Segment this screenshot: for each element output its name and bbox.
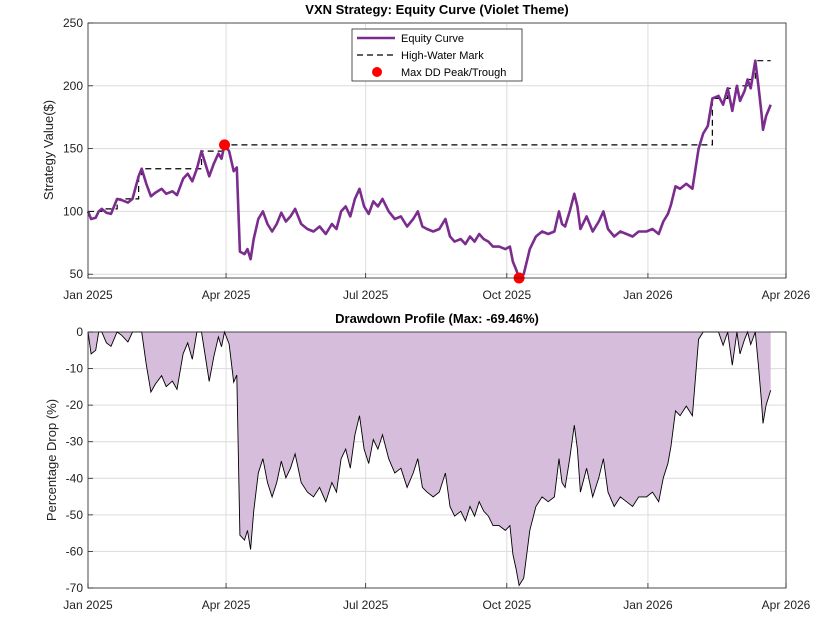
x-tick-label: Apr 2026 <box>762 598 811 612</box>
y-tick-label: 100 <box>63 204 83 218</box>
equity-chart: VXN Strategy: Equity Curve (Violet Theme… <box>41 2 811 302</box>
x-tick-label: Jan 2026 <box>623 598 673 612</box>
y-tick-label: -10 <box>66 362 84 376</box>
x-tick-label: Jan 2025 <box>63 288 113 302</box>
legend-label-equity-curve: Equity Curve <box>401 33 464 45</box>
x-tick-label: Jul 2025 <box>343 598 389 612</box>
x-tick-label: Apr 2026 <box>762 288 811 302</box>
y-tick-label: -30 <box>66 435 84 449</box>
drawdown-chart-axes-box <box>87 331 787 589</box>
equity-curve-line <box>86 59 772 280</box>
y-tick-label: 50 <box>70 267 84 281</box>
equity-chart-y-label: Strategy Value($) <box>41 100 56 200</box>
drawdown-chart-x-ticks: Jan 2025 Apr 2025 Jul 2025 Oct 2025 Jan 2026… <box>63 583 811 612</box>
equity-chart-legend: Equity Curve High-Water Mark Max DD Peak… <box>351 28 523 82</box>
equity-chart-axes-box <box>87 22 787 279</box>
y-tick-label: 200 <box>63 79 83 93</box>
y-tick-label: -20 <box>66 398 84 412</box>
y-tick-label: 0 <box>76 325 83 339</box>
max-dd-peak-marker <box>219 139 231 151</box>
legend-label-max-dd: Max DD Peak/Trough <box>401 67 506 79</box>
y-tick-label: 150 <box>63 142 83 156</box>
legend-label-high-water-mark: High-Water Mark <box>401 50 484 62</box>
equity-chart-y-ticks: 50 100 150 200 250 <box>63 16 93 281</box>
x-tick-label: Oct 2025 <box>482 598 531 612</box>
drawdown-chart-title: Drawdown Profile (Max: -69.46%) <box>335 311 539 326</box>
y-tick-label: -70 <box>66 581 84 595</box>
equity-chart-title: VXN Strategy: Equity Curve (Violet Theme… <box>305 2 568 17</box>
equity-chart-plot-area <box>86 59 772 284</box>
x-tick-label: Jan 2025 <box>63 598 113 612</box>
drawdown-chart-plot-area <box>87 330 772 587</box>
legend-marker-max-dd <box>372 67 382 77</box>
high-water-mark-line <box>88 60 771 213</box>
x-tick-label: Jan 2026 <box>623 288 673 302</box>
equity-chart-x-ticks: Jan 2025 Apr 2025 Jul 2025 Oct 2025 Jan 2026… <box>63 273 811 302</box>
x-tick-label: Oct 2025 <box>482 288 531 302</box>
y-tick-label: -60 <box>66 544 84 558</box>
y-tick-label: -50 <box>66 508 84 522</box>
drawdown-chart-y-ticks: 0 -10 -20 -30 -40 -50 -60 -70 <box>66 325 93 595</box>
x-tick-label: Apr 2025 <box>202 288 251 302</box>
drawdown-chart-y-label: Percentage Drop (%) <box>44 399 59 521</box>
y-tick-label: 250 <box>63 16 83 30</box>
drawdown-area <box>88 332 771 586</box>
drawdown-chart: Drawdown Profile (Max: -69.46%) Jan 2025… <box>44 311 811 612</box>
x-tick-label: Jul 2025 <box>343 288 389 302</box>
y-tick-label: -40 <box>66 471 84 485</box>
x-tick-label: Apr 2025 <box>202 598 251 612</box>
